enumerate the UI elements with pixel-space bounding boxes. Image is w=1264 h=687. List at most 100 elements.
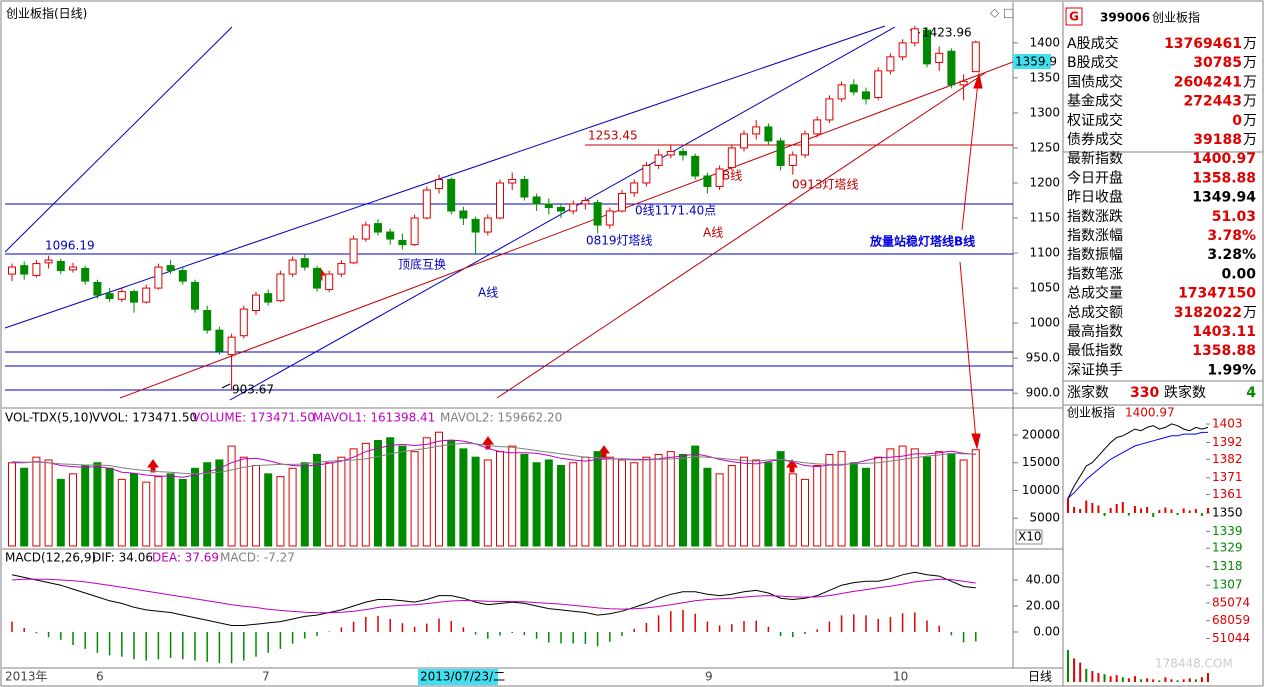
macd-layer — [11, 571, 977, 664]
candle-body — [703, 175, 712, 187]
volume-bar — [618, 459, 626, 547]
up-signal — [482, 436, 494, 450]
volume-bar — [447, 440, 456, 547]
volume-bar — [325, 462, 334, 547]
row-value: 0.00 — [1221, 266, 1256, 282]
ma-line — [12, 439, 976, 478]
date-label: 2013/07/23/二 — [420, 670, 505, 684]
row-unit: 万 — [1243, 55, 1257, 71]
row-value: 1358.88 — [1192, 170, 1256, 186]
row-label: 国债成交 — [1067, 73, 1123, 90]
volume-bar — [288, 467, 297, 547]
candle-body — [557, 207, 565, 212]
volume-bar — [679, 453, 687, 547]
candle-body — [142, 287, 151, 303]
row-value: 30785 — [1193, 55, 1242, 71]
volume-bar — [630, 462, 639, 547]
volume-bar — [483, 459, 492, 547]
candle-body — [569, 203, 578, 212]
trend-line — [4, 26, 233, 253]
row-label: 指数涨幅 — [1067, 228, 1123, 244]
volume-bar — [178, 478, 187, 547]
candle-body — [154, 266, 163, 289]
scale-box — [1015, 529, 1043, 545]
window-icons[interactable]: ◇ □ — [990, 6, 1014, 20]
candle-body — [520, 178, 529, 198]
candle-body — [923, 29, 931, 65]
row-label: 昨日收盘 — [1067, 189, 1123, 206]
volume-bar — [715, 473, 724, 547]
row-label: 基金成交 — [1067, 93, 1123, 110]
candle-body — [752, 126, 761, 135]
volume-bar — [935, 451, 944, 547]
volume-bar — [264, 473, 273, 547]
last-price: 1359.9 — [1015, 55, 1057, 69]
candle-body — [252, 294, 260, 312]
volume-bar — [593, 451, 602, 547]
annotation: 1253.45 — [588, 129, 638, 143]
date-label: 2013年 — [5, 670, 48, 684]
candle-body — [483, 217, 492, 233]
y-tick-label: 1329 — [1212, 541, 1243, 555]
candle-body — [496, 182, 504, 219]
volume-bar — [569, 462, 578, 547]
volume-bar — [520, 453, 529, 547]
price-layer — [8, 26, 980, 391]
volume-bar — [300, 462, 309, 547]
volume-bar — [691, 445, 700, 547]
volume-bar — [496, 451, 504, 547]
row-value: 3.78% — [1207, 228, 1256, 244]
volume-bar — [227, 445, 236, 547]
volume-bar — [142, 481, 151, 547]
volume-bar — [105, 467, 114, 547]
candle-body — [618, 192, 626, 212]
arrow-head — [971, 433, 981, 450]
y-tick-label: 40.00 — [1026, 572, 1060, 586]
candle-body — [56, 260, 65, 272]
volume-bar — [349, 448, 358, 547]
candle-body — [117, 291, 126, 300]
candle-body — [386, 231, 395, 240]
y-tick-label: 1403 — [1212, 417, 1243, 431]
volume-bar — [56, 478, 65, 547]
candle-body — [862, 91, 870, 100]
code: 399006 — [1100, 11, 1150, 25]
period[interactable]: 日线 — [1028, 670, 1052, 684]
candle-body — [508, 178, 517, 184]
volume-bar — [727, 465, 736, 547]
row-unit: 万 — [1243, 94, 1257, 110]
annotation: 1096.19 — [45, 239, 95, 253]
y-tick-label: 1150 — [1029, 211, 1060, 225]
candle-body — [605, 210, 614, 226]
volume-bar — [313, 453, 321, 547]
date-label: 7 — [262, 670, 270, 684]
row-value: 1403.11 — [1192, 324, 1256, 340]
volume-bar — [947, 453, 956, 547]
candle-body — [630, 182, 639, 194]
y-tick-label: 1200 — [1029, 175, 1060, 189]
candle-body — [776, 140, 785, 166]
candle-body — [361, 224, 370, 240]
candle-body — [166, 265, 175, 272]
y-tick-label: 1371 — [1212, 470, 1243, 484]
row-label: 总成交量 — [1067, 285, 1123, 302]
row-unit: 万 — [1243, 132, 1257, 148]
price-tag-bg — [1013, 54, 1051, 69]
candle-body — [300, 258, 309, 268]
volume-bar — [154, 476, 163, 547]
intraday-line — [1067, 431, 1208, 499]
volume-bar — [825, 453, 834, 547]
volume-bar — [508, 445, 517, 547]
annotation: 0819灯塔线 — [586, 234, 653, 248]
candle-body — [422, 189, 431, 219]
volume-bar — [703, 467, 712, 547]
y-tick-label: 68059 — [1212, 613, 1250, 627]
candle-body — [44, 259, 53, 264]
volume-bar — [252, 465, 260, 547]
volume-bar — [801, 478, 809, 547]
intraday-line — [1067, 423, 1209, 499]
annotation: 放量站稳灯塔线B线 — [869, 234, 975, 249]
candle-body — [898, 42, 907, 58]
candle-body — [374, 223, 382, 233]
